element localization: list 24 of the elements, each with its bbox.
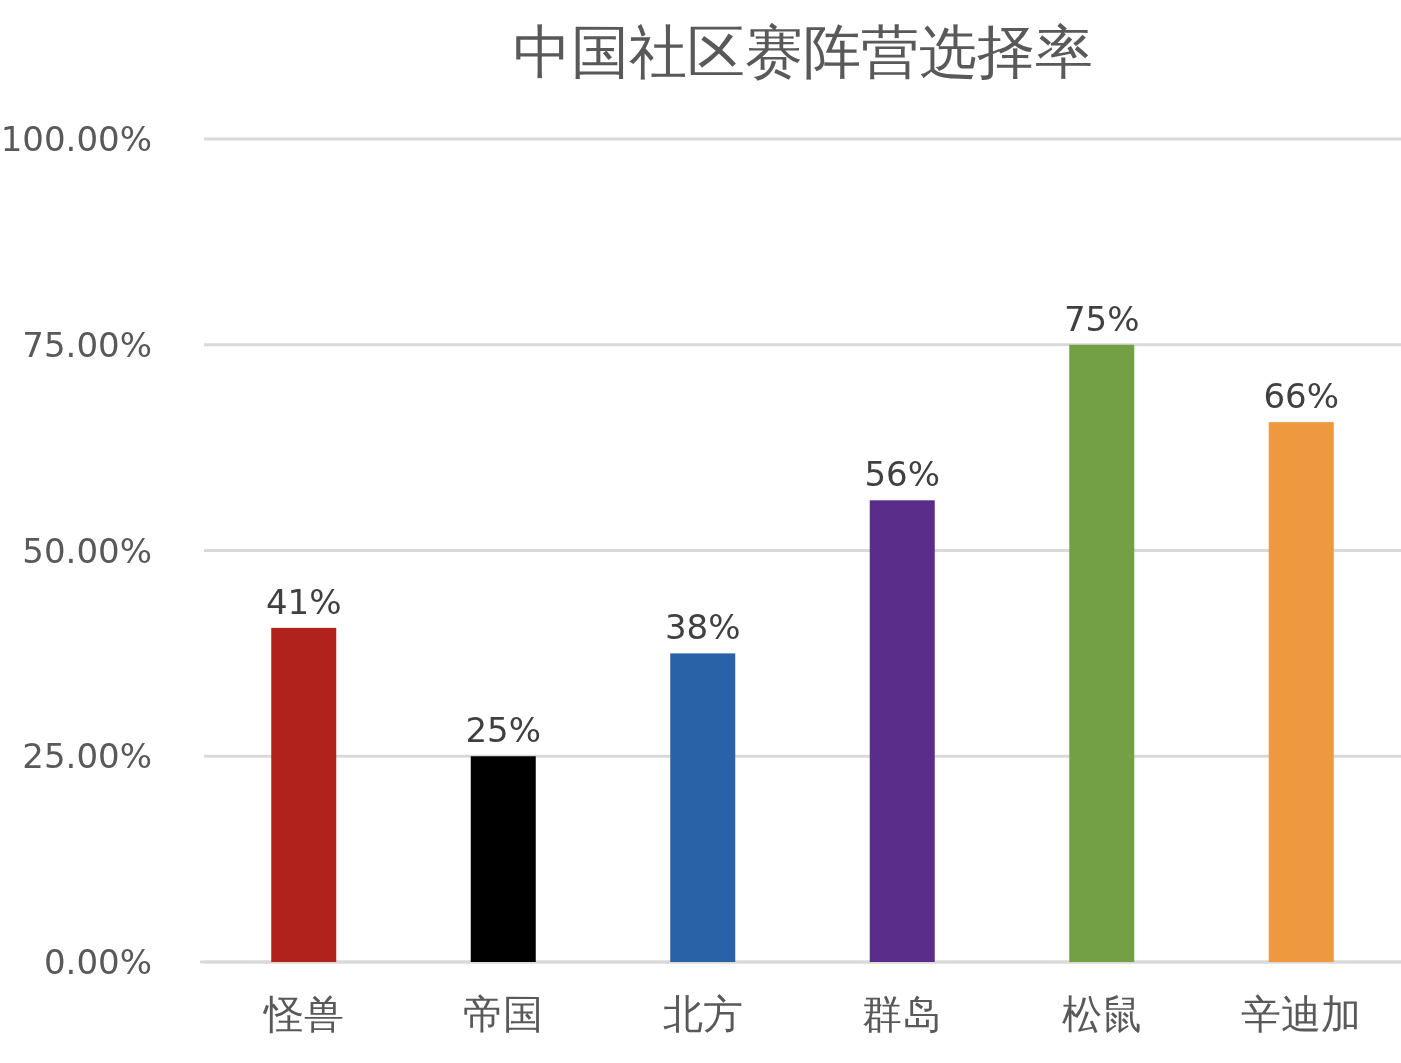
y-tick-label: 75.00% (22, 324, 152, 365)
y-tick-label: 0.00% (43, 942, 152, 982)
data-label: 38% (664, 607, 741, 648)
bar (271, 627, 337, 962)
x-tick-label: 怪兽 (261, 991, 344, 1037)
bar (1069, 344, 1135, 962)
bar (670, 653, 736, 962)
data-label: 75% (1063, 298, 1140, 339)
x-tick-label: 松鼠 (1061, 991, 1142, 1037)
x-tick-label: 辛迪加 (1241, 991, 1362, 1037)
data-label: 66% (1263, 376, 1340, 417)
y-tick-label: 25.00% (22, 736, 152, 777)
x-tick-label: 群岛 (862, 991, 943, 1037)
bar (470, 756, 536, 962)
x-tick-label: 帝国 (463, 991, 544, 1037)
x-tick-label: 北方 (662, 991, 743, 1037)
chart-title: 中国社区赛阵营选择率 (512, 18, 1093, 86)
data-label: 25% (465, 710, 542, 751)
y-tick-label: 100.00% (0, 119, 152, 159)
bar (869, 500, 935, 962)
data-label: 41% (265, 581, 342, 622)
data-label: 56% (864, 454, 941, 495)
bar (1268, 422, 1334, 962)
y-tick-label: 50.00% (22, 530, 152, 571)
